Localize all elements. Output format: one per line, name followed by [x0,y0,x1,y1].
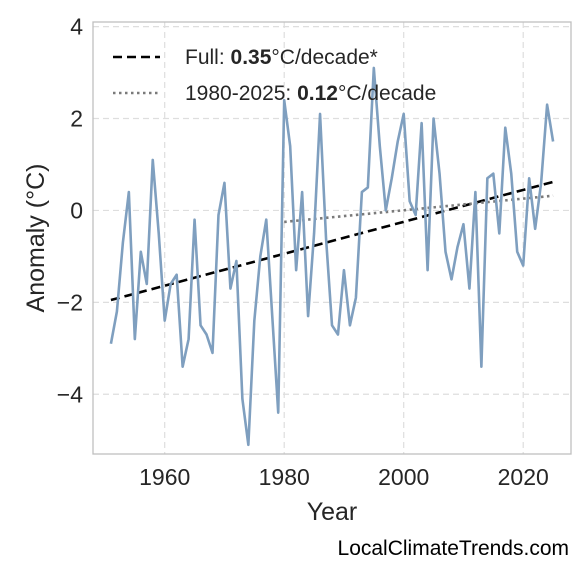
x-tick-label: 1980 [259,464,310,490]
legend-full-rate: 0.35 [231,46,272,69]
legend-recent-rate: 0.12 [297,82,338,105]
source-credit: LocalClimateTrends.com [337,537,569,560]
legend-recent-prefix: 1980-2025: [185,82,297,105]
legend-entry-recent: 1980-2025: 0.12°C/decade [185,82,436,105]
y-tick-label: −2 [57,289,83,315]
series-line [109,66,555,447]
x-tick-label: 2000 [378,464,429,490]
x-axis-label: Year [307,498,358,526]
y-tick-label: −4 [57,381,83,407]
y-tick-label: 4 [70,14,83,40]
plot-frame [92,21,572,455]
y-tick-label: 0 [70,197,83,223]
legend-full-prefix: Full: [185,46,231,69]
trendline-full [110,180,554,302]
legend-recent-suffix: °C/decade [338,82,436,105]
y-tick-label: 2 [70,106,83,132]
x-tick-labels: 1960 1980 2000 2020 [139,464,549,490]
legend-entry-full: Full: 0.35°C/decade* [185,46,378,69]
x-tick-label: 2020 [498,464,549,490]
grid [93,22,571,454]
x-tick-label: 1960 [139,464,190,490]
trendlines [110,180,554,302]
y-axis-label: Anomaly (°C) [22,164,50,313]
y-tick-labels: −4 −2 0 2 4 [57,14,83,408]
legend: Full: 0.35°C/decade* 1980-2025: 0.12°C/d… [113,46,436,105]
legend-full-suffix: °C/decade* [271,46,377,69]
